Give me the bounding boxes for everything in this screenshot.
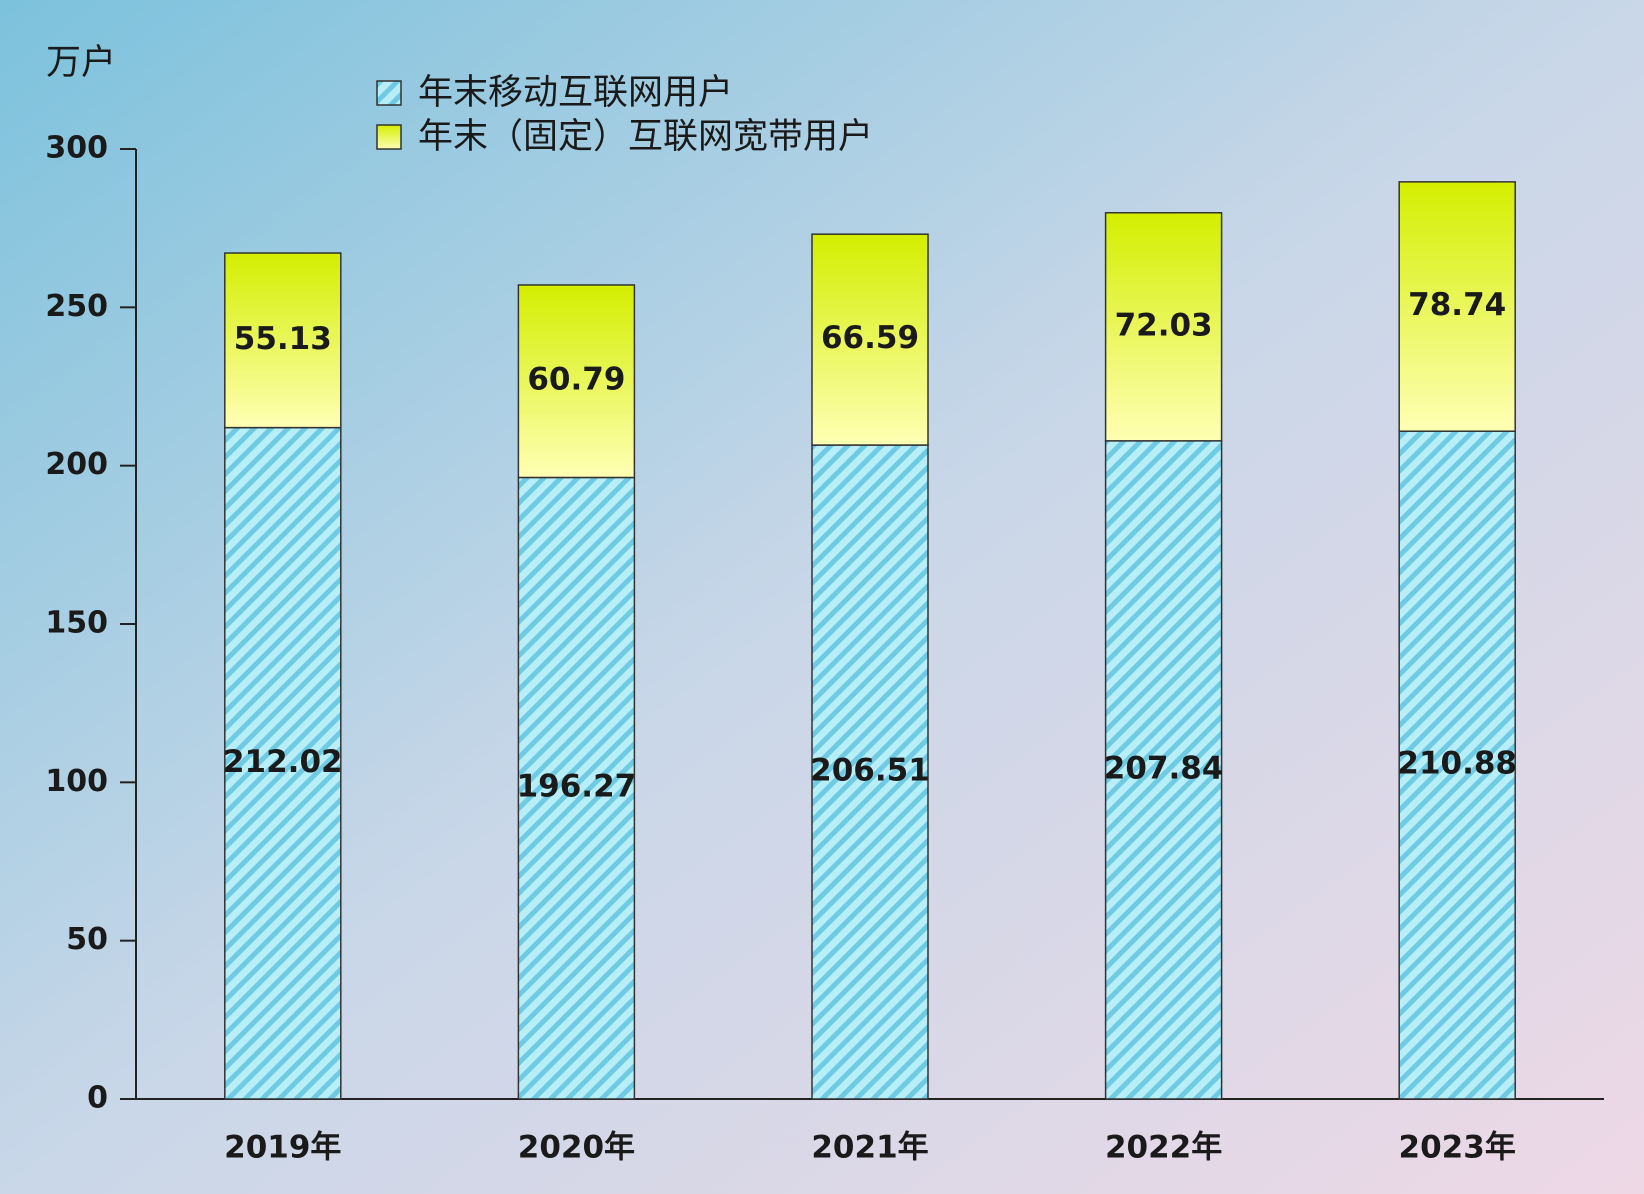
- data-label: 206.51: [810, 753, 930, 789]
- y-tick-label: 100: [45, 764, 108, 799]
- legend-swatch: [376, 124, 402, 150]
- bar-segment: [1398, 181, 1516, 432]
- y-tick-label: 50: [66, 922, 108, 957]
- y-tick-label: 0: [87, 1081, 108, 1116]
- bar-segment: [224, 252, 342, 429]
- bar-segment: [811, 444, 929, 1100]
- data-label: 66.59: [821, 320, 919, 356]
- y-tick-label: 300: [45, 131, 108, 166]
- x-tick-label: 2022年: [1105, 1130, 1222, 1166]
- y-tick-label: 150: [45, 606, 108, 641]
- legend-label: 年末移动互联网用户: [418, 73, 733, 113]
- x-tick-label: 2023年: [1399, 1130, 1516, 1166]
- x-tick-label: 2020年: [518, 1130, 635, 1166]
- data-label: 55.13: [234, 321, 332, 357]
- x-tick-label: 2019年: [224, 1130, 341, 1166]
- y-tick-label: 200: [45, 447, 108, 482]
- bar-segment: [811, 233, 929, 446]
- bar-segment: [517, 284, 636, 479]
- bar-segment: [1104, 211, 1223, 442]
- data-label: 207.84: [1104, 750, 1224, 786]
- legend-label: 年末（固定）互联网宽带用户: [418, 117, 873, 157]
- y-axis-label: 万户: [46, 43, 116, 83]
- legend-swatch: [376, 80, 402, 106]
- data-label: 72.03: [1115, 307, 1213, 343]
- data-label: 210.88: [1397, 746, 1517, 782]
- bar-segment: [224, 426, 342, 1100]
- data-label: 212.02: [223, 744, 343, 780]
- data-label: 78.74: [1408, 287, 1506, 323]
- y-tick-label: 250: [45, 289, 108, 324]
- data-label: 60.79: [527, 362, 625, 398]
- bar-segment: [1104, 440, 1223, 1100]
- x-tick-label: 2021年: [811, 1130, 928, 1166]
- data-label: 196.27: [517, 769, 637, 805]
